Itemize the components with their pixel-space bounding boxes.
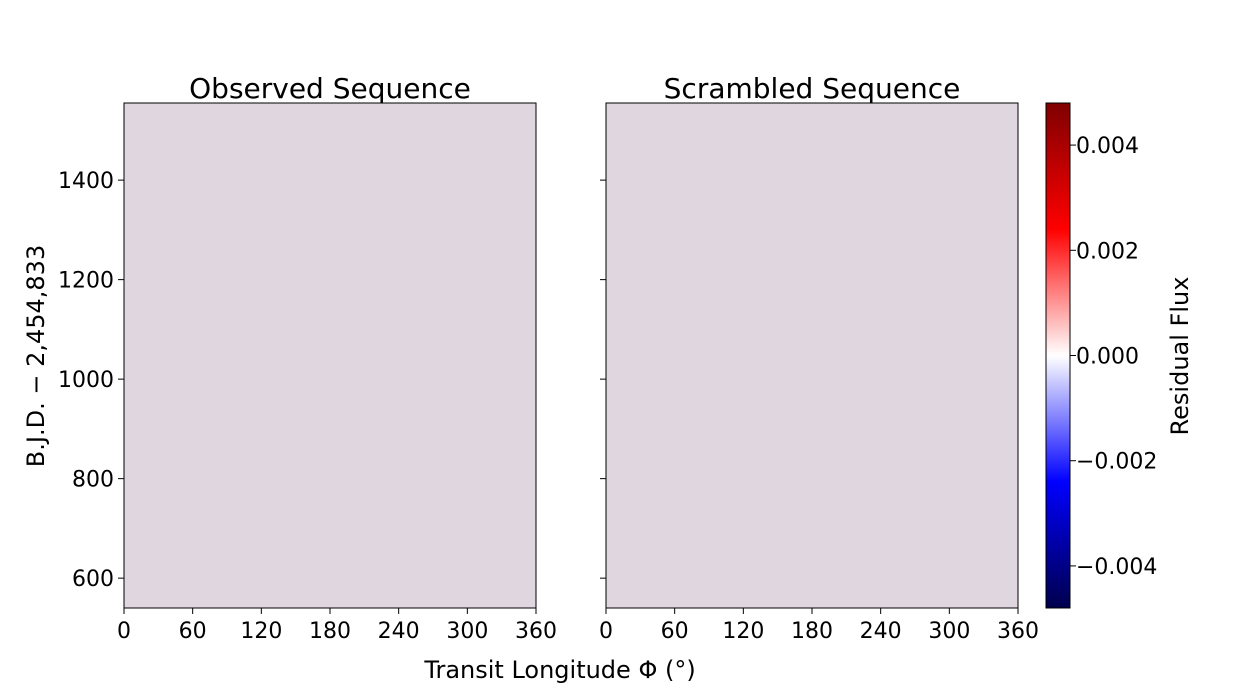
panel-observed: Observed Sequence 0 60 120 180 240 300 360 600… [22,72,557,644]
x-tick-label: 300 [446,619,488,644]
x-tick-label: 360 [997,619,1039,644]
x-tick-label: 120 [240,619,282,644]
colorbar: 0.004 0.002 0.000 −0.002 −0.004 Residual Flu… [1045,102,1194,609]
y-axis-label: B.J.D. − 2,454,833 [22,245,50,467]
y-axis-observed: 600 800 1000 1200 1400 [58,169,124,592]
x-tick-label: 60 [661,619,689,644]
x-tick-label: 180 [791,619,833,644]
colorbar-tick-label: −0.004 [1076,555,1157,580]
panel-scrambled-title: Scrambled Sequence [664,72,961,105]
x-tick-label: 240 [378,619,420,644]
y-tick-label: 1400 [58,169,114,194]
colorbar-label: Residual Flux [1166,277,1194,436]
heatmap-background [606,103,1018,608]
x-tick-label: 180 [309,619,351,644]
heatmap-scrambled [606,103,1018,608]
panel-observed-title: Observed Sequence [189,72,471,105]
x-axis-scrambled: 0 60 120 180 240 300 360 [599,608,1039,644]
x-tick-label: 60 [179,619,207,644]
y-tick-label: 600 [72,567,114,592]
panel-scrambled: Scrambled Sequence 0 60 120 180 240 300 360 [599,72,1039,644]
y-tick-label: 1200 [58,269,114,294]
colorbar-ticks: 0.004 0.002 0.000 −0.002 −0.004 [1070,134,1157,580]
colorbar-gradient [1045,102,1071,609]
colorbar-tick-label: −0.002 [1076,450,1157,475]
x-tick-label: 360 [515,619,557,644]
colorbar-tick-label: 0.002 [1076,239,1139,264]
colorbar-tick-label: 0.000 [1076,345,1139,370]
heatmap-observed [124,103,536,608]
y-axis-scrambled [600,179,606,579]
x-tick-label: 120 [722,619,764,644]
y-tick-label: 1000 [58,368,114,393]
x-tick-label: 0 [117,619,131,644]
heatmap-background [124,103,536,608]
x-axis-label: Transit Longitude Φ (°) [423,656,695,684]
x-tick-label: 240 [860,619,902,644]
x-axis-observed: 0 60 120 180 240 300 360 [117,608,557,644]
x-tick-label: 300 [928,619,970,644]
colorbar-tick-label: 0.004 [1076,134,1139,159]
x-tick-label: 0 [599,619,613,644]
y-tick-label: 800 [72,468,114,493]
